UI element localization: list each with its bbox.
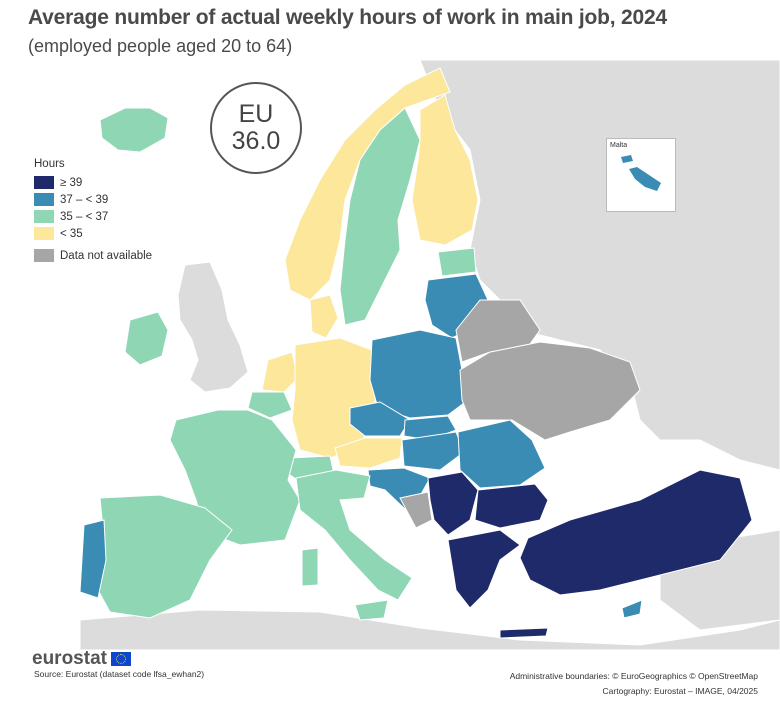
region-sicily [354, 599, 389, 621]
boundaries-credit: Administrative boundaries: © EuroGeograp… [509, 671, 758, 681]
eu-label: EU [238, 99, 274, 128]
legend-label: < 35 [60, 227, 83, 240]
region-sweden [339, 107, 421, 326]
region-serbia-balkans [427, 471, 479, 536]
region-hungary [401, 431, 465, 471]
region-denmark [309, 294, 339, 339]
malta-inset: Malta [606, 138, 676, 212]
region-finland [411, 94, 479, 246]
region-cyprus [621, 599, 643, 619]
legend-label: Data not available [60, 249, 153, 262]
region-not-available-east [459, 341, 641, 441]
region-ireland [124, 311, 169, 366]
eu-average-badge: EU 36.0 [210, 82, 302, 174]
brand-text: eurostat [32, 648, 107, 669]
region-bulgaria [474, 483, 549, 529]
legend-swatch [34, 249, 54, 262]
credits: Administrative boundaries: © EuroGeograp… [510, 669, 758, 700]
land-north-africa [79, 609, 780, 650]
legend-item: ≥ 39 [34, 174, 152, 191]
legend-label: ≥ 39 [60, 176, 83, 189]
region-sardinia [301, 547, 319, 587]
region-greece [447, 529, 521, 609]
legend-swatch [34, 227, 54, 240]
legend-label: 37 – < 39 [60, 193, 109, 206]
legend-label: 35 – < 37 [60, 210, 109, 223]
legend-item: 35 – < 37 [34, 208, 152, 225]
legend-swatch [34, 193, 54, 206]
region-poland [369, 329, 469, 419]
region-malta [621, 155, 661, 191]
cartography-credit: Cartography: Eurostat – IMAGE, 04/2025 [602, 686, 758, 697]
map-subtitle: (employed people aged 20 to 64) [28, 36, 293, 56]
legend-swatch [34, 210, 54, 223]
region-portugal [79, 519, 107, 599]
region-estonia [437, 247, 477, 277]
region-austria [334, 437, 403, 469]
source-note: Source: Eurostat (dataset code lfsa_ewha… [34, 669, 205, 679]
land-uk [177, 261, 249, 393]
region-iceland [99, 107, 169, 153]
region-italy [295, 469, 413, 601]
eu-value: 36.0 [231, 127, 281, 155]
region-crete [499, 627, 549, 639]
legend-item: 37 – < 39 [34, 191, 152, 208]
map-legend: Hours ≥ 39 37 – < 39 35 – < 37 < 35 Data… [34, 158, 152, 264]
land-russia [419, 60, 780, 471]
region-spain [97, 494, 233, 619]
legend-item-na: Data not available [34, 247, 152, 264]
legend-swatch [34, 176, 54, 189]
map-title: Average number of actual weekly hours of… [28, 6, 667, 29]
region-bosnia [399, 491, 433, 529]
eu-flag-icon [110, 652, 131, 666]
europe-map [0, 60, 780, 650]
legend-title: Hours [34, 158, 65, 170]
region-belarus [455, 299, 541, 363]
region-czechia [349, 401, 411, 437]
eurostat-logo: eurostat [32, 648, 131, 670]
region-netherlands [261, 351, 299, 393]
region-belgium [247, 391, 293, 419]
malta-label: Malta [610, 142, 628, 149]
region-turkiye [519, 469, 753, 596]
legend-item: < 35 [34, 225, 152, 242]
